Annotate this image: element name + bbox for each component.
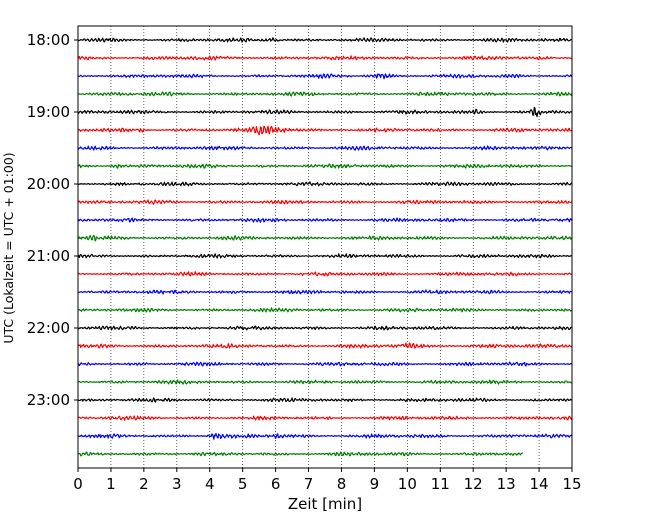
seismogram-trace: [77, 199, 573, 205]
x-tick-label: 13: [497, 475, 516, 493]
seismogram-trace: [77, 217, 573, 223]
seismogram-trace: [77, 125, 573, 136]
x-tick-label: 3: [172, 475, 182, 493]
seismogram-trace: [77, 234, 573, 242]
x-tick-label: 7: [304, 475, 314, 493]
x-tick-label: 12: [464, 475, 483, 493]
x-tick-label: 6: [271, 475, 281, 493]
x-axis-label: Zeit [min]: [288, 495, 362, 513]
y-tick-label: 21:00: [27, 247, 70, 265]
seismogram-trace: [77, 451, 524, 457]
x-tick-label: 11: [431, 475, 450, 493]
seismogram-trace: [77, 106, 573, 118]
y-tick-label: 19:00: [27, 103, 70, 121]
x-tick-label: 10: [398, 475, 417, 493]
y-axis-label: UTC (Lokalzeit = UTC + 01:00): [1, 152, 16, 343]
seismogram-trace: [77, 55, 573, 61]
x-tick-label: 2: [139, 475, 149, 493]
seismogram-trace: [77, 37, 573, 43]
x-axis-ticks: 0 1 2 3 4 5 6 7 8 9 10 11 12 13 14 15: [73, 468, 582, 493]
seismogram-trace: [77, 307, 573, 313]
seismogram-trace: [77, 163, 573, 169]
x-tick-label: 15: [562, 475, 581, 493]
y-tick-label: 18:00: [27, 31, 70, 49]
seismogram-trace: [77, 432, 573, 440]
seismogram-trace: [77, 271, 573, 277]
y-tick-label: 23:00: [27, 391, 70, 409]
x-tick-label: 5: [238, 475, 248, 493]
seismogram-trace: [77, 181, 573, 187]
seismogram-trace: [77, 91, 573, 97]
seismogram-trace: [77, 379, 573, 385]
x-tick-label: 8: [337, 475, 347, 493]
y-tick-label: 20:00: [27, 175, 70, 193]
seismogram-trace: [77, 289, 573, 295]
seismogram-trace: [77, 342, 573, 349]
trace-layer: [77, 37, 573, 457]
seismogram-trace: [77, 73, 573, 80]
x-tick-label: 0: [73, 475, 83, 493]
x-tick-label: 14: [530, 475, 549, 493]
seismogram-trace: [77, 325, 573, 331]
y-tick-label: 22:00: [27, 319, 70, 337]
seismogram-trace: [77, 145, 573, 151]
x-tick-label: 1: [106, 475, 116, 493]
seismogram-trace: [77, 253, 573, 259]
y-axis-ticks: 18:00 19:00 20:00 21:00 22:00 23:00: [27, 31, 78, 409]
seismogram-trace: [77, 415, 573, 421]
x-tick-label: 4: [205, 475, 215, 493]
seismogram-trace: [77, 361, 573, 367]
plot-frame: [77, 25, 573, 469]
x-tick-label: 9: [370, 475, 380, 493]
seismogram-trace: [77, 397, 573, 403]
